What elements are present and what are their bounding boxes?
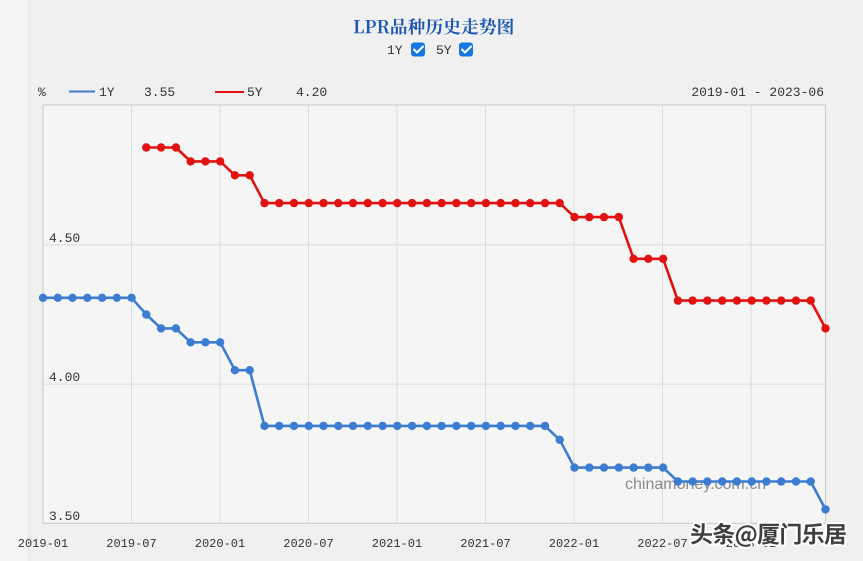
- svg-text:3.50: 3.50: [49, 509, 80, 524]
- svg-text:2022-07: 2022-07: [637, 537, 687, 551]
- svg-text:2019-01 - 2023-06: 2019-01 - 2023-06: [691, 85, 824, 100]
- svg-text:4.00: 4.00: [49, 370, 80, 385]
- svg-text:1Y: 1Y: [387, 43, 403, 58]
- svg-text:2019-01: 2019-01: [18, 537, 68, 551]
- svg-text:5Y: 5Y: [436, 43, 452, 58]
- svg-text:5Y: 5Y: [247, 85, 263, 100]
- svg-text:2022-01: 2022-01: [549, 537, 599, 551]
- svg-text:2020-01: 2020-01: [195, 537, 245, 551]
- svg-text:4.20: 4.20: [296, 85, 327, 100]
- svg-text:1Y: 1Y: [99, 85, 115, 100]
- svg-text:2019-07: 2019-07: [106, 537, 156, 551]
- svg-text:2021-07: 2021-07: [460, 537, 510, 551]
- svg-text:4.50: 4.50: [49, 231, 80, 246]
- svg-text:2020-07: 2020-07: [283, 537, 333, 551]
- svg-text:2021-01: 2021-01: [372, 537, 422, 551]
- svg-text:%: %: [38, 85, 46, 100]
- svg-text:3.55: 3.55: [144, 85, 175, 100]
